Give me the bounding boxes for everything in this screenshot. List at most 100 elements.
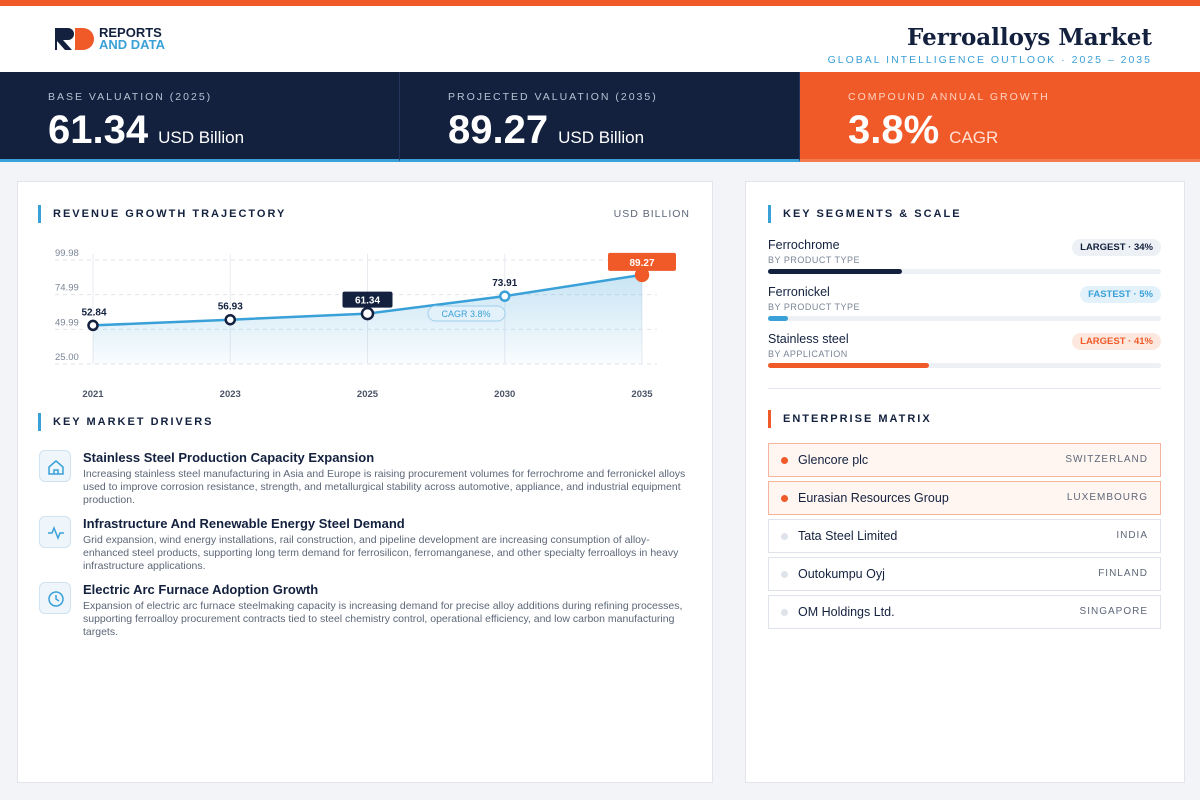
chart: 25.00 49.99 74.99 99.98 2021 2023 2025 2030 2035… <box>55 248 676 400</box>
kpi-unit: USD Billion <box>158 128 245 147</box>
row-dot <box>781 571 788 578</box>
company-country: INDIA <box>1116 530 1148 541</box>
segment-name: Ferronickel <box>768 285 830 299</box>
x-tick-label: 2035 <box>631 389 653 400</box>
x-tick-label: 2021 <box>82 389 104 400</box>
kpi-value: 61.34 USD Billion <box>48 108 244 153</box>
company-country: FINLAND <box>1098 568 1148 579</box>
kpi-unit: USD Billion <box>558 128 645 147</box>
row-dot <box>781 457 788 464</box>
top-strip <box>0 0 1200 6</box>
enterprise-row: Eurasian Resources Group LUXEMBOURG <box>768 481 1161 515</box>
company-country: LUXEMBOURG <box>1066 492 1148 503</box>
segment-sub: BY PRODUCT TYPE <box>768 302 861 312</box>
kpi-number: 3.8% <box>848 108 940 152</box>
segment-name: Stainless steel <box>768 332 849 346</box>
value-label: 61.34 <box>355 296 380 307</box>
page-subtitle: GLOBAL INTELLIGENCE OUTLOOK · 2025 – 203… <box>827 54 1152 66</box>
value-label: 73.91 <box>492 278 517 289</box>
driver-title: Stainless Steel Production Capacity Expa… <box>83 450 375 465</box>
segment-track <box>768 363 1161 368</box>
value-label-box <box>608 252 676 271</box>
x-tick-label: 2025 <box>357 389 379 400</box>
logo-mark <box>55 28 94 50</box>
icon-glyph <box>48 591 64 607</box>
unit-label: USD BILLION <box>613 208 690 220</box>
driver-icon <box>39 516 71 548</box>
company-name: Eurasian Resources Group <box>798 491 949 505</box>
annotation-pill <box>427 305 506 322</box>
y-tick-label: 49.99 <box>55 317 79 328</box>
company-country: SWITZERLAND <box>1065 454 1148 465</box>
point <box>87 319 99 332</box>
row-dot <box>781 609 788 616</box>
segment-bar <box>768 269 902 274</box>
kpi-value: 89.27 USD Billion <box>448 108 644 153</box>
driver-title: Electric Arc Furnace Adoption Growth <box>83 582 319 597</box>
driver-text: Grid expansion, wind energy installation… <box>83 534 679 572</box>
kpi-value: 3.8% CAGR <box>848 108 998 153</box>
x-tick-label: 2030 <box>494 389 515 400</box>
header: REPORTS AND DATA Ferroalloys Market GLOB… <box>0 6 1200 72</box>
row-dot <box>781 495 788 502</box>
kpi-label: COMPOUND ANNUAL GROWTH <box>848 91 1050 103</box>
segment-badge: LARGEST · 34% <box>1072 239 1161 256</box>
company-country: SINGAPORE <box>1079 606 1148 617</box>
logo-text: REPORTS <box>99 25 162 40</box>
segment-badge: FASTEST · 5% <box>1080 286 1161 303</box>
y-tick-label: 74.99 <box>55 283 79 294</box>
segment-name: Ferrochrome <box>768 238 840 252</box>
divider <box>768 388 1161 389</box>
section-title: KEY SEGMENTS & SCALE <box>768 205 962 223</box>
section-title: REVENUE GROWTH TRAJECTORY <box>38 205 286 223</box>
segment-bar <box>768 363 930 368</box>
enterprise-row: Tata Steel Limited INDIA <box>768 519 1161 553</box>
segment-sub: BY PRODUCT TYPE <box>768 255 861 265</box>
point <box>499 290 511 302</box>
page-title: Ferroalloys Market <box>907 24 1152 51</box>
segment-track <box>768 316 1161 321</box>
company-name: Outokumpu Oyj <box>798 567 885 581</box>
annotation: CAGR 3.8% <box>441 309 490 319</box>
point <box>360 306 375 321</box>
company-name: Tata Steel Limited <box>798 529 898 543</box>
section-title: ENTERPRISE MATRIX <box>768 410 932 428</box>
enterprise-row: OM Holdings Ltd. SINGAPORE <box>768 595 1161 629</box>
company-name: Glencore plc <box>798 453 869 467</box>
enterprise-row: Outokumpu Oyj FINLAND <box>768 557 1161 591</box>
icon-glyph <box>48 460 64 475</box>
kpi-label: PROJECTED VALUATION (2035) <box>448 91 658 103</box>
driver-text: Expansion of electric arc furnace steelm… <box>83 600 683 638</box>
value-label: 56.93 <box>218 302 243 313</box>
value-label: 89.27 <box>629 258 654 269</box>
segment-bar <box>768 316 788 321</box>
value-label-box <box>342 291 393 308</box>
kpi-number: 61.34 <box>48 108 149 152</box>
x-tick-label: 2023 <box>220 389 241 400</box>
driver-title: Infrastructure And Renewable Energy Stee… <box>83 516 405 531</box>
segment-sub: BY APPLICATION <box>768 349 848 359</box>
row-dot <box>781 533 788 540</box>
point <box>634 267 650 283</box>
driver-icon <box>39 582 71 614</box>
driver-icon <box>39 450 71 482</box>
kpi-card: PROJECTED VALUATION (2035) 89.27 USD Billi… <box>400 72 800 162</box>
value-label: 52.84 <box>81 307 106 318</box>
y-tick-label: 99.98 <box>55 248 79 259</box>
kpi-card: BASE VALUATION (2025) 61.34 USD Billion <box>0 72 400 162</box>
segment-track <box>768 269 1161 274</box>
enterprise-row: Glencore plc SWITZERLAND <box>768 443 1161 477</box>
kpi-number: 89.27 <box>448 108 549 152</box>
icon-glyph <box>48 525 64 541</box>
logo-text: AND DATA <box>99 37 165 52</box>
driver-text: Increasing stainless steel manufacturing… <box>83 468 686 506</box>
y-tick-label: 25.00 <box>55 352 79 363</box>
kpi-card: COMPOUND ANNUAL GROWTH 3.8% CAGR <box>800 72 1200 162</box>
section-title: KEY MARKET DRIVERS <box>38 413 213 431</box>
segment-badge: LARGEST · 41% <box>1072 333 1161 350</box>
kpi-label: BASE VALUATION (2025) <box>48 91 213 103</box>
company-name: OM Holdings Ltd. <box>798 605 895 619</box>
kpi-unit: CAGR <box>949 128 999 147</box>
